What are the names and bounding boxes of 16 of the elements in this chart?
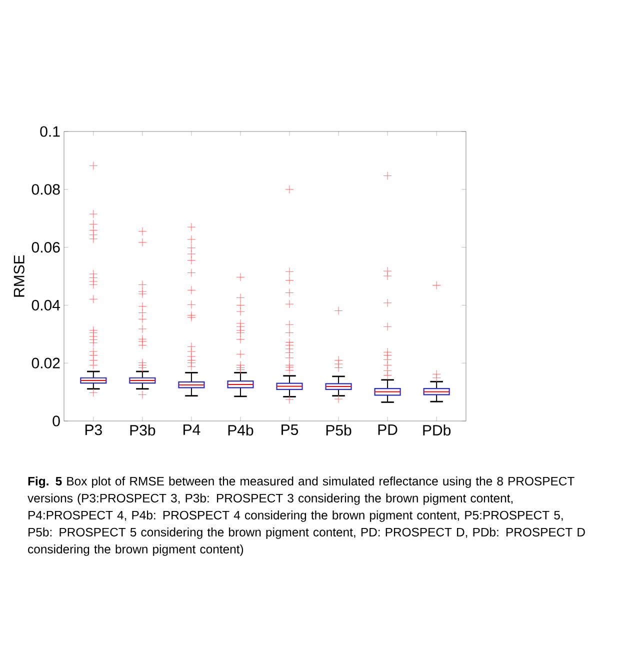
y-tick-label: 0 xyxy=(52,416,60,426)
y-axis-title: RMSE xyxy=(14,255,24,297)
x-tick-label: P5b xyxy=(326,424,352,436)
x-tick-label: P3 xyxy=(85,424,102,436)
y-tick-label: 0.1 xyxy=(40,126,60,137)
y-tick-label: 0.04 xyxy=(32,300,60,311)
x-tick-label: PDb xyxy=(423,424,451,436)
y-tick-label: 0.02 xyxy=(32,358,60,368)
y-tick-label: 0.08 xyxy=(32,184,60,195)
x-tick-label: P4b xyxy=(228,424,254,436)
x-tick-label: P3b xyxy=(130,424,156,436)
y-tick-label: 0.06 xyxy=(32,242,60,253)
x-tick-label: PD xyxy=(378,424,398,435)
x-tick-label: P5 xyxy=(282,424,298,435)
text: Fig. 5 Box plot of RMSE between the measured and simulated reflectance using the 8 PROSPECT versions (P3:PROSPECT 3, P3b: PROSPECT 3 considering the brown pigment content, P4:PROSPECT 4, P4b: PROSPECT 4 considering the brown pigment content, P5:PROSPECT 5, P5b: PROSPECT 5 considering the brown pigment content, PD: PROSPECT D, PDb: PROSPECT D considering the brown pigment content) xyxy=(28,476,585,556)
x-tick-label: P4 xyxy=(184,424,200,435)
